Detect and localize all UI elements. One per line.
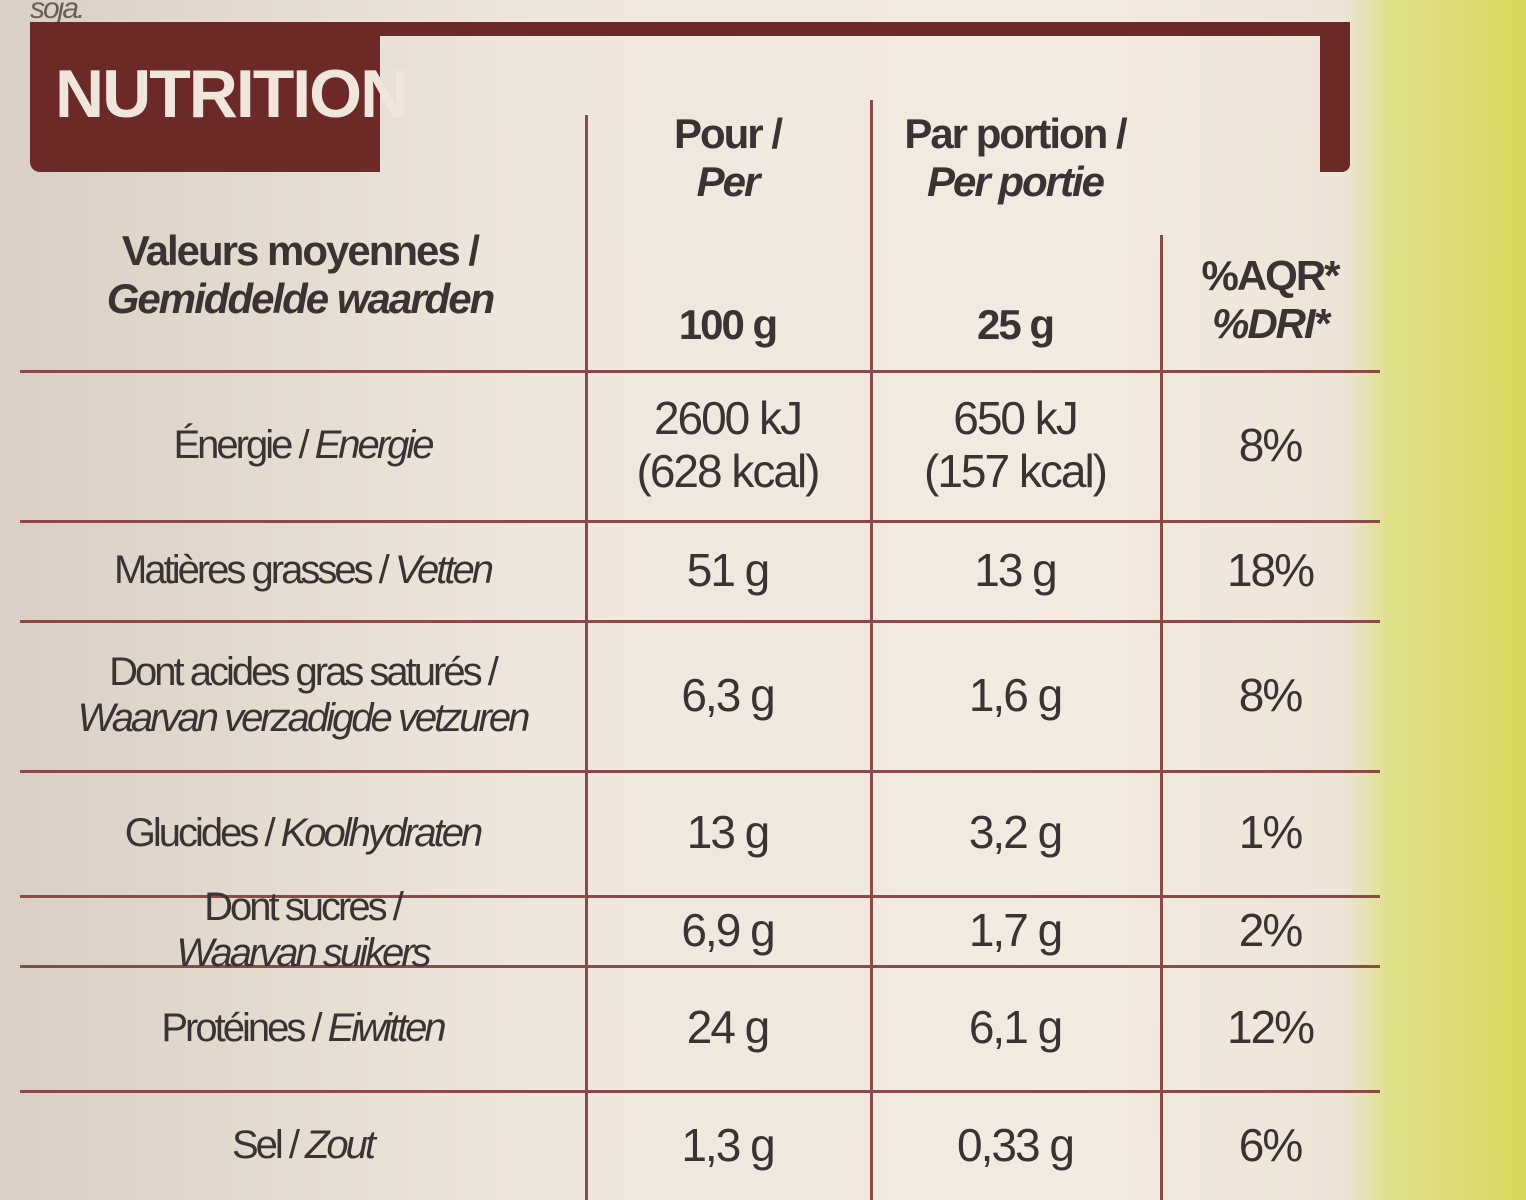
value-line: 1,7 g (968, 903, 1063, 956)
value-cell: 1,6 g (870, 620, 1160, 770)
dri-cell: 8% (1238, 418, 1303, 471)
row-rule (20, 370, 1380, 373)
value-cell: 3,2 g (870, 770, 1160, 895)
column-rule (1160, 235, 1163, 1200)
value-cell: 6,9 g (585, 895, 870, 965)
column-header: Par portion / Per portie (870, 110, 1160, 240)
header-tab (30, 22, 380, 172)
header-line: Per portie (926, 158, 1105, 206)
label-fr: Sel / (231, 1123, 300, 1167)
row-rule (20, 770, 1380, 773)
value-line: 6,9 g (681, 903, 775, 956)
value-line: 6,1 g (968, 1001, 1063, 1054)
header-band-edge (1320, 22, 1350, 172)
top-text: soja. (30, 0, 85, 25)
row-rule (20, 895, 1380, 898)
dri-cell: 2% (1238, 903, 1303, 956)
value-line: 6,3 g (681, 668, 775, 721)
value-line: 2600 kJ (653, 392, 803, 445)
value-line: 3,2 g (968, 806, 1063, 859)
value-line: 24 g (686, 1001, 771, 1054)
label-fr: Énergie / (173, 423, 310, 467)
value-line: 1,6 g (968, 668, 1063, 721)
dri-cell: 12% (1226, 1001, 1315, 1054)
column-header: %AQR* %DRI* (1160, 240, 1380, 360)
value-line: (157 kcal) (924, 445, 1108, 497)
header-line: Par portion / (904, 110, 1127, 157)
label-nl: Vetten (394, 548, 494, 592)
label-nl: Waarvan suikers (176, 931, 431, 975)
dri-cell: 6% (1238, 1118, 1303, 1171)
value-line: 51 g (686, 543, 771, 596)
value-cell: 650 kJ (157 kcal) (870, 370, 1160, 520)
header-line: %AQR* (1201, 251, 1340, 299)
row-label: Protéines / Eiwitten (20, 965, 585, 1090)
row-label: Sel / Zout (20, 1090, 585, 1200)
value-cell: 1,7 g (870, 895, 1160, 965)
header-line: Pour / (673, 110, 783, 157)
row-label: Dont acides gras saturés / Waarvan verzad… (20, 620, 585, 770)
value-cell: 24 g (585, 965, 870, 1090)
value-line: 13 g (686, 806, 771, 859)
column-header: Valeurs moyennes / Gemiddelde waarden (40, 200, 560, 350)
label-fr: Glucides / (124, 810, 276, 855)
value-cell: 51 g (585, 520, 870, 620)
dri-cell: 18% (1226, 543, 1315, 596)
column-rule (585, 115, 588, 1200)
row-rule (20, 965, 1380, 968)
value-line: 1,3 g (681, 1118, 775, 1171)
value-cell: 6,3 g (585, 620, 870, 770)
dri-cell: 8% (1238, 668, 1303, 721)
value-cell: 13 g (870, 520, 1160, 620)
row-label: Matières grasses / Vetten (20, 520, 585, 620)
label-nl: Energie (314, 423, 435, 467)
row-rule (20, 520, 1380, 523)
label-fr: Matières grasses / (114, 548, 390, 592)
row-rule (20, 1090, 1380, 1093)
header-line: Per (696, 158, 761, 206)
label-fr: Protéines / (161, 1005, 322, 1050)
header-line: Valeurs moyennes / (121, 226, 480, 274)
row-label: Énergie / Energie (20, 370, 585, 520)
column-header: Pour / Per (585, 110, 870, 240)
row-label: Glucides / Koolhydraten (20, 770, 585, 895)
value-cell: 6,1 g (870, 965, 1160, 1090)
value-line: (628 kcal) (636, 445, 821, 497)
value-line: 0,33 g (957, 1118, 1075, 1171)
row-rule (20, 620, 1380, 623)
value-cell: 2600 kJ (628 kcal) (585, 370, 870, 520)
label-fr: Dont acides gras saturés / (109, 650, 499, 694)
label-nl: Zout (305, 1123, 376, 1167)
value-cell: 1,3 g (585, 1090, 870, 1200)
header-line: %DRI* (1211, 300, 1330, 347)
dri-cell: 1% (1238, 806, 1303, 859)
label-fr: Dont sucres / (204, 885, 404, 929)
value-cell: 0,33 g (870, 1090, 1160, 1200)
value-line: 13 g (974, 543, 1058, 596)
label-nl: Eiwitten (327, 1005, 447, 1050)
row-label: Dont sucres / Waarvan suikers (20, 885, 585, 975)
column-rule (870, 100, 873, 1200)
column-unit: 100 g (678, 300, 778, 348)
label-nl: Koolhydraten (280, 810, 484, 855)
header-line: Gemiddelde waarden (106, 275, 495, 322)
column-unit: 25 g (976, 300, 1055, 348)
header-title: NUTRITION (55, 56, 409, 132)
label-nl: Waarvan verzadigde vetzuren (77, 696, 531, 740)
value-cell: 13 g (585, 770, 870, 895)
value-line: 650 kJ (953, 392, 1079, 445)
